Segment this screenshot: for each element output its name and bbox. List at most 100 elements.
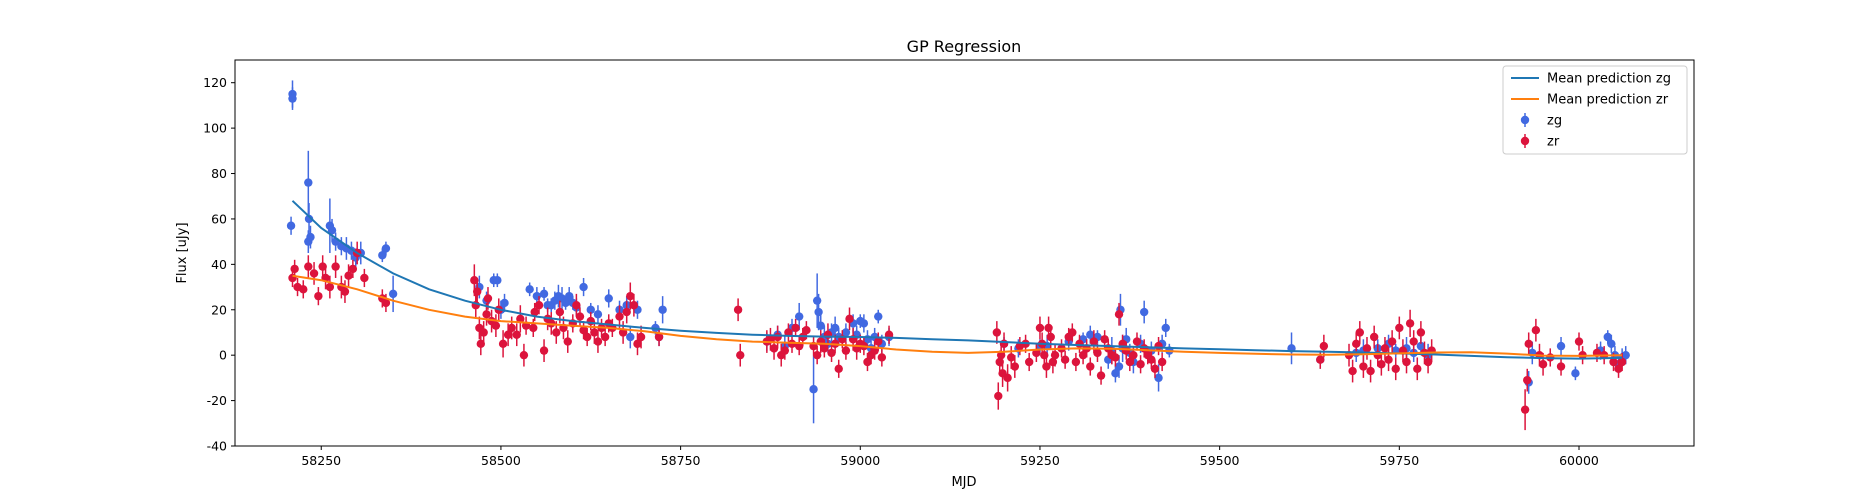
data-point [769, 344, 779, 353]
data-point [834, 364, 843, 373]
data-point [593, 337, 603, 346]
data-point [1050, 350, 1060, 360]
chart-title: GP Regression [907, 37, 1022, 56]
plot-layer [286, 80, 1630, 431]
data-point [1416, 328, 1426, 337]
data-point [1556, 341, 1566, 351]
y-tick-label: 60 [211, 211, 227, 226]
data-point [1046, 332, 1055, 342]
data-point [1352, 339, 1361, 349]
data-point [327, 226, 337, 235]
x-tick-label: 58250 [301, 453, 341, 468]
data-point [1524, 339, 1533, 349]
data-point [561, 298, 570, 308]
data-point [325, 282, 335, 292]
y-tick-label: 80 [211, 166, 227, 181]
data-point [820, 344, 829, 353]
data-point [288, 273, 297, 283]
data-point [1423, 357, 1433, 367]
data-point [555, 307, 565, 317]
data-point [304, 214, 314, 224]
x-tick-label: 58500 [481, 453, 521, 468]
data-point [1136, 360, 1145, 369]
data-point [1161, 323, 1170, 333]
data-point [823, 330, 833, 339]
x-axis-ticks: 58250 58500 58750 59000 59250 59500 59750 60000 [301, 446, 1599, 468]
data-point [1391, 364, 1400, 373]
data-point [1402, 357, 1411, 367]
data-point [473, 287, 482, 296]
data-point [622, 307, 631, 317]
data-point [1078, 350, 1088, 360]
data-point [802, 326, 811, 335]
y-axis-ticks: -40 -20 0 20 40 60 80 100 120 [203, 75, 235, 454]
data-point [304, 262, 313, 271]
data-point [845, 314, 854, 324]
data-point [381, 244, 391, 253]
data-point [530, 307, 539, 317]
data-point [996, 350, 1006, 360]
data-point [1366, 366, 1375, 376]
legend-label: Mean prediction zr [1547, 93, 1669, 108]
data-point [812, 296, 822, 305]
data-point [1139, 307, 1149, 317]
data-point [1068, 328, 1077, 337]
data-point [491, 321, 501, 330]
data-point [1125, 357, 1135, 367]
data-point [636, 332, 646, 342]
y-tick-label: 40 [211, 257, 227, 272]
legend-marker-swatch [1520, 136, 1530, 146]
legend-label: zr [1547, 135, 1560, 150]
data-point [809, 385, 818, 394]
data-point [575, 312, 585, 321]
data-point [539, 289, 549, 299]
data-point [1556, 362, 1566, 371]
data-point [1010, 362, 1020, 371]
data-point [1154, 341, 1163, 351]
data-point [787, 339, 797, 349]
data-point [1035, 323, 1045, 333]
y-axis-label: Flux [uJy] [175, 222, 190, 283]
data-point [841, 346, 851, 355]
data-point [318, 262, 327, 271]
data-point [1531, 326, 1541, 335]
data-point [1129, 350, 1138, 360]
data-point [1520, 405, 1530, 414]
data-point [539, 346, 549, 355]
x-tick-label: 59250 [1020, 453, 1060, 468]
data-point [1571, 369, 1580, 378]
data-point [512, 330, 521, 339]
data-point [519, 350, 529, 360]
data-point [378, 251, 387, 260]
data-point [992, 328, 1002, 337]
y-tick-label: 0 [219, 348, 227, 363]
data-point [841, 328, 851, 337]
plot-frame [234, 59, 1695, 447]
data-point [500, 298, 509, 308]
plot-area [235, 60, 1694, 446]
data-point [529, 323, 538, 333]
data-point [360, 273, 369, 283]
data-point [791, 323, 800, 333]
data-point [1384, 355, 1393, 364]
data-point [593, 310, 603, 319]
data-point [1348, 366, 1357, 376]
data-point [1150, 364, 1160, 373]
data-point [863, 357, 872, 367]
data-point [1096, 371, 1106, 380]
data-point [1086, 362, 1095, 371]
data-point [1538, 360, 1548, 369]
data-point [493, 276, 502, 285]
data-point [615, 312, 624, 321]
data-point [736, 350, 745, 360]
data-point [1405, 319, 1415, 328]
data-point [476, 339, 486, 349]
data-point [877, 353, 887, 362]
data-point [381, 298, 391, 308]
data-point [1607, 339, 1616, 349]
data-point [658, 305, 667, 314]
data-point [1154, 373, 1163, 383]
x-tick-label: 59500 [1200, 453, 1240, 468]
data-point [1086, 330, 1095, 339]
